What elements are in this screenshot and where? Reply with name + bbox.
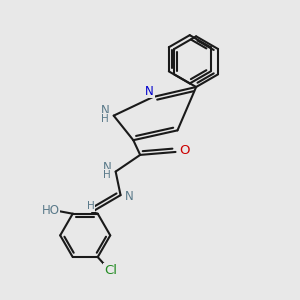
Text: Cl: Cl [104, 264, 117, 277]
Text: H: H [103, 170, 111, 180]
Text: N: N [100, 104, 109, 117]
Text: H: H [87, 201, 94, 211]
Text: N: N [124, 190, 133, 203]
Text: HO: HO [42, 204, 60, 217]
Text: N: N [102, 161, 111, 174]
Text: N: N [145, 85, 154, 98]
Text: O: O [179, 144, 190, 157]
Text: H: H [101, 114, 109, 124]
